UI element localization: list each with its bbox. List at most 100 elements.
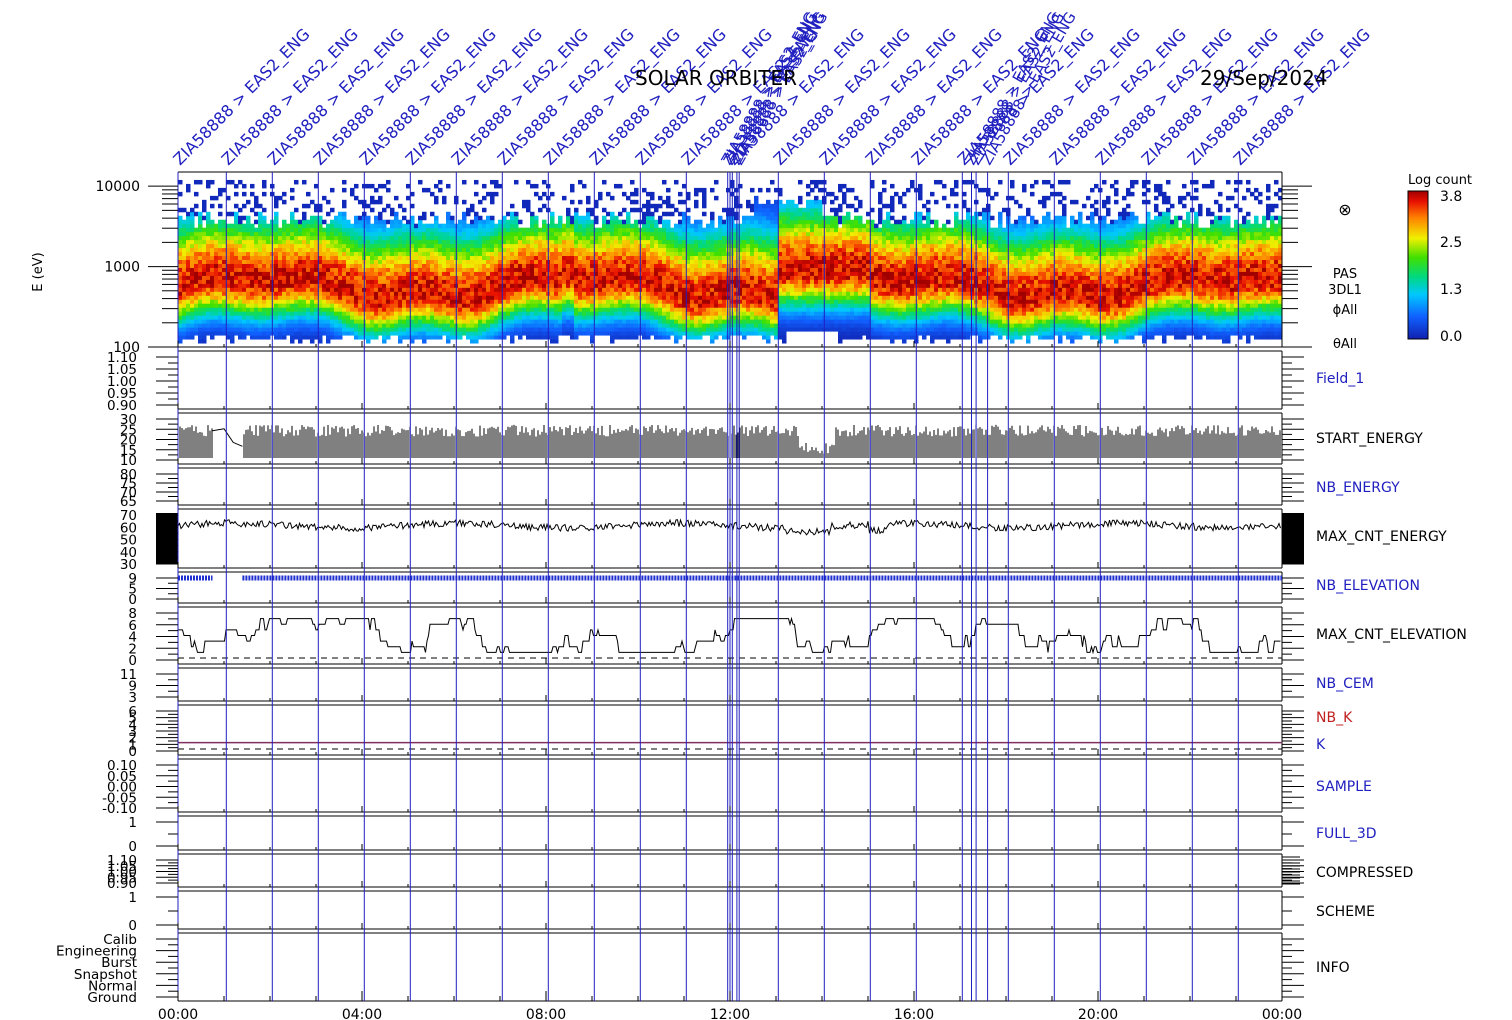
spectrogram-cell xyxy=(626,211,631,217)
spectrogram-cell xyxy=(518,271,523,276)
spectrogram-cell xyxy=(606,283,611,288)
spectrogram-cell xyxy=(246,307,251,312)
spectrogram-cell xyxy=(470,291,475,296)
spectrogram-cell xyxy=(274,231,279,237)
spectrogram-cell xyxy=(582,315,587,320)
spectrogram-cell xyxy=(726,235,731,241)
spectrogram-cell xyxy=(650,319,655,324)
spectrogram-cell xyxy=(218,219,223,225)
spectrogram-cell xyxy=(510,303,515,308)
spectrogram-cell xyxy=(438,235,443,241)
spectrogram-cell xyxy=(570,287,575,292)
spectrogram-cell xyxy=(742,315,747,320)
spectrogram-cell xyxy=(506,239,511,245)
spectrogram-cell xyxy=(298,299,303,304)
spectrogram-cell xyxy=(538,247,543,253)
spectrogram-cell xyxy=(318,299,323,304)
spectrogram-cell xyxy=(622,287,627,292)
spectrogram-cell xyxy=(790,283,795,288)
spectrogram-cell xyxy=(578,239,583,245)
spectrogram-cell xyxy=(750,215,755,221)
spectrogram-cell xyxy=(678,311,683,316)
spectrogram-cell xyxy=(686,307,691,312)
spectrogram-cell xyxy=(294,235,299,241)
spectrogram-cell xyxy=(582,259,587,264)
spectrogram-cell xyxy=(238,295,243,300)
spectrogram-cell xyxy=(554,271,559,276)
spectrogram-cell xyxy=(746,231,751,237)
spectrogram-cell xyxy=(178,327,183,332)
spectrogram-cell xyxy=(218,235,223,241)
spectrogram-cell xyxy=(750,243,755,249)
spectrogram-cell xyxy=(746,251,751,257)
spectrogram-cell xyxy=(710,211,715,217)
spectrogram-cell xyxy=(446,315,451,320)
spectrogram-cell xyxy=(646,219,651,225)
spectrogram-cell xyxy=(266,275,271,280)
spectrogram-cell xyxy=(378,283,383,288)
spectrogram-cell xyxy=(650,195,655,201)
spectrogram-cell xyxy=(530,215,535,221)
spectrogram-cell xyxy=(678,259,683,264)
spectrogram-cell xyxy=(594,275,599,280)
spectrogram-cell xyxy=(322,271,327,276)
spectrogram-cell xyxy=(386,255,391,260)
spectrogram-cell xyxy=(442,247,447,253)
spectrogram-cell xyxy=(702,283,707,288)
spectrogram-cell xyxy=(650,275,655,280)
spectrogram-cell xyxy=(426,243,431,249)
spectrogram-cell xyxy=(538,335,543,340)
spectrogram-cell xyxy=(646,311,651,316)
spectrogram-cell xyxy=(330,231,335,237)
spectrogram-cell xyxy=(558,283,563,288)
spectrogram-cell xyxy=(746,331,751,336)
spectrogram-cell xyxy=(186,239,191,245)
spectrogram-cell xyxy=(522,247,527,253)
spectrogram-cell xyxy=(498,247,503,253)
spectrogram-cell xyxy=(246,327,251,332)
spectrogram-cell xyxy=(726,247,731,253)
spectrogram-cell xyxy=(778,243,783,249)
spectrogram-cell xyxy=(630,307,635,312)
spectrogram-cell xyxy=(646,267,651,272)
spectrogram-cell xyxy=(690,271,695,276)
spectrogram-cell xyxy=(326,247,331,253)
spectrogram-cell xyxy=(230,323,235,328)
spectrogram-cell xyxy=(618,291,623,296)
spectrogram-cell xyxy=(522,255,527,260)
spectrogram-cell xyxy=(762,311,767,316)
spectrogram-cell xyxy=(698,303,703,308)
spectrogram-cell xyxy=(542,243,547,249)
spectrogram-cell xyxy=(202,203,207,209)
spectrogram-cell xyxy=(694,315,699,320)
spectrogram-cell xyxy=(566,235,571,241)
spectrogram-cell xyxy=(626,215,631,221)
spectrogram-cell xyxy=(718,255,723,260)
spectrogram-cell xyxy=(690,287,695,292)
spectrogram-cell xyxy=(594,307,599,312)
spectrogram-cell xyxy=(562,315,567,320)
spectrogram-cell xyxy=(530,327,535,332)
spectrogram-cell xyxy=(786,299,791,304)
spectrogram-cell xyxy=(398,275,403,280)
spectrogram-cell xyxy=(526,331,531,336)
spectrogram-cell xyxy=(634,267,639,272)
spectrogram-cell xyxy=(498,327,503,332)
spectrogram-cell xyxy=(378,311,383,316)
spectrogram-cell xyxy=(194,287,199,292)
spectrogram-cell xyxy=(626,311,631,316)
spectrogram-cell xyxy=(758,299,763,304)
spectrogram-cell xyxy=(282,275,287,280)
spectrogram-cell xyxy=(502,231,507,237)
spectrogram-cell xyxy=(490,179,495,185)
spectrogram-cell xyxy=(706,327,711,332)
spectrogram-cell xyxy=(654,327,659,332)
spectrogram-cell xyxy=(618,219,623,225)
spectrogram-cell xyxy=(214,323,219,328)
spectrogram-cell xyxy=(374,247,379,253)
spectrogram-cell xyxy=(286,319,291,324)
spectrogram-cell xyxy=(338,307,343,312)
spectrogram-cell xyxy=(630,327,635,332)
spectrogram-cell xyxy=(418,263,423,268)
